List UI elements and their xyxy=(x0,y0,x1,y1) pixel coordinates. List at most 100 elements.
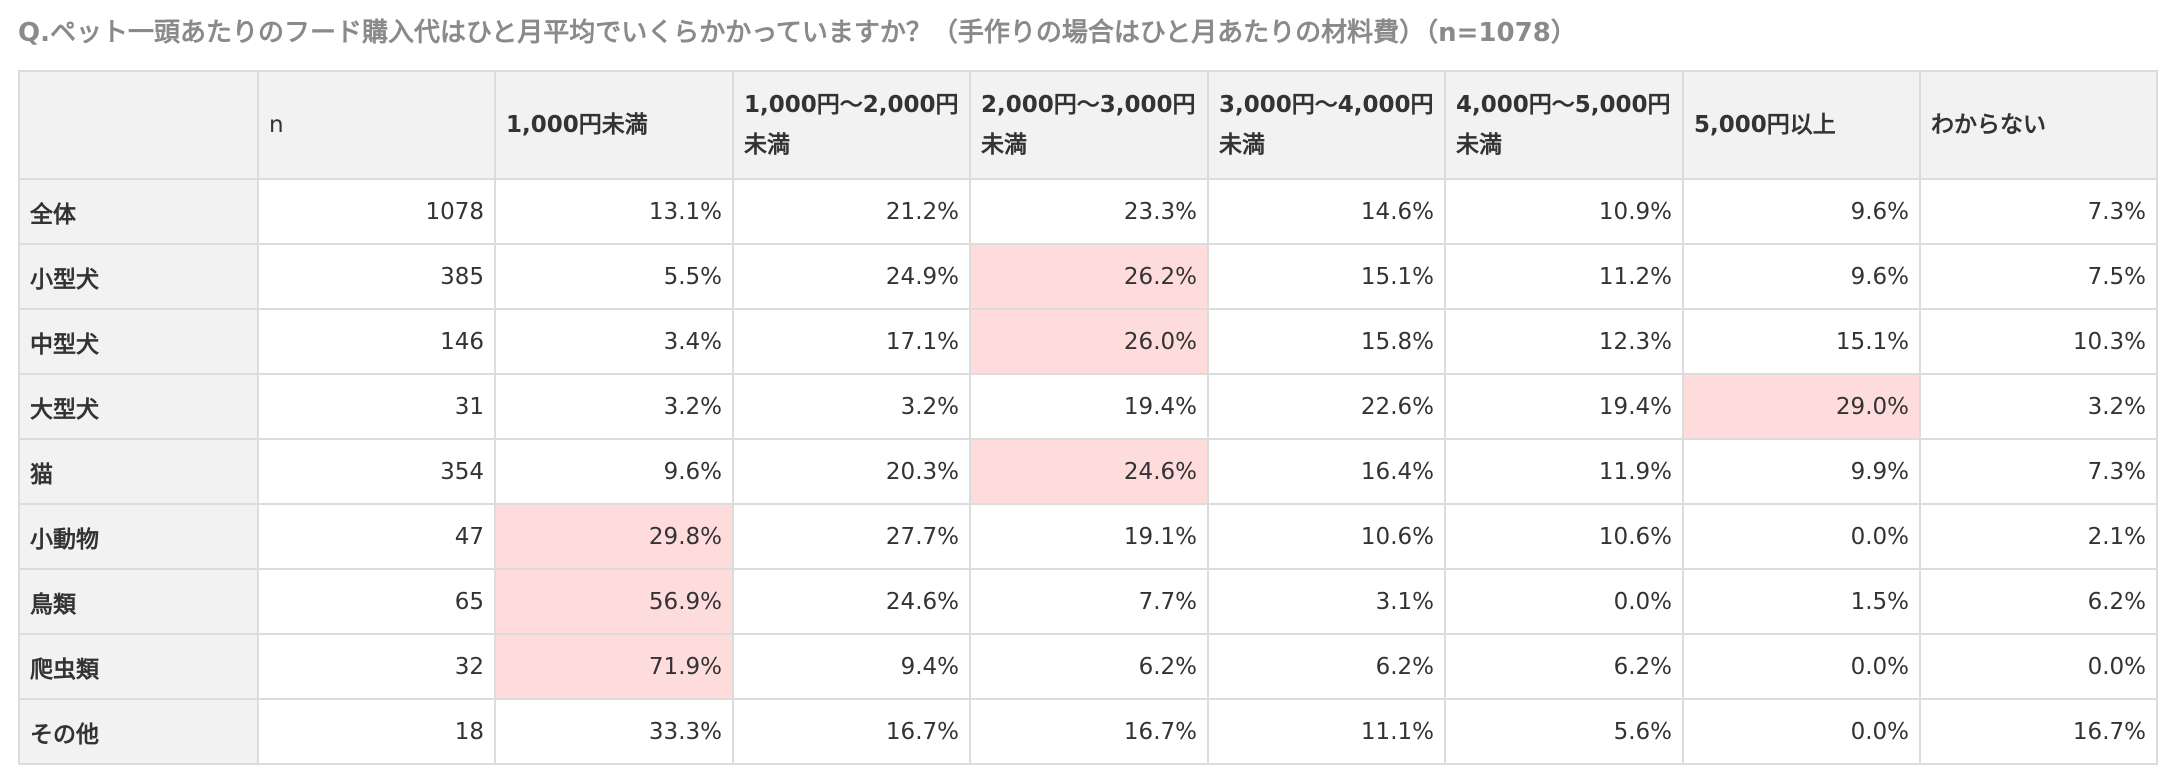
header-cell-corner xyxy=(18,70,259,180)
header-cell-bracket: 4,000円〜5,000円 未満 xyxy=(1444,70,1684,180)
header-cell-bracket: 3,000円〜4,000円 未満 xyxy=(1207,70,1446,180)
value-cell: 3.4% xyxy=(494,308,734,375)
value-cell: 19.1% xyxy=(969,503,1209,570)
row-label: 鳥類 xyxy=(18,568,259,635)
value-cell: 9.6% xyxy=(494,438,734,505)
table-row: 小型犬 385 5.5% 24.9% 26.2% 15.1% 11.2% 9.6% 7.5% xyxy=(18,243,2158,310)
sample-size-cell: 1078 xyxy=(257,178,496,245)
header-label: 1,000円未満 xyxy=(506,112,648,138)
header-cell-bracket: 5,000円以上 xyxy=(1682,70,1921,180)
row-label: その他 xyxy=(18,698,259,765)
value-cell: 7.3% xyxy=(1919,178,2158,245)
value-cell: 21.2% xyxy=(732,178,971,245)
value-cell: 16.7% xyxy=(1919,698,2158,765)
value-cell: 19.4% xyxy=(1444,373,1684,440)
value-cell: 20.3% xyxy=(732,438,971,505)
highlighted-value-cell: 29.0% xyxy=(1682,373,1921,440)
row-label: 小型犬 xyxy=(18,243,259,310)
value-cell: 2.1% xyxy=(1919,503,2158,570)
value-cell: 3.1% xyxy=(1207,568,1446,635)
sample-size-cell: 385 xyxy=(257,243,496,310)
table-row: 爬虫類 32 71.9% 9.4% 6.2% 6.2% 6.2% 0.0% 0.0% xyxy=(18,633,2158,700)
value-cell: 19.4% xyxy=(969,373,1209,440)
sample-size-cell: 32 xyxy=(257,633,496,700)
table-row: 全体 1078 13.1% 21.2% 23.3% 14.6% 10.9% 9.6% 7.3% xyxy=(18,178,2158,245)
header-cell-bracket: 1,000円〜2,000円 未満 xyxy=(732,70,971,180)
value-cell: 9.9% xyxy=(1682,438,1921,505)
value-cell: 10.3% xyxy=(1919,308,2158,375)
header-label: わからない xyxy=(1931,112,2046,138)
value-cell: 6.2% xyxy=(1207,633,1446,700)
value-cell: 16.7% xyxy=(732,698,971,765)
sample-size-cell: 18 xyxy=(257,698,496,765)
value-cell: 10.9% xyxy=(1444,178,1684,245)
sample-size-cell: 47 xyxy=(257,503,496,570)
row-label: 猫 xyxy=(18,438,259,505)
header-cell-bracket: 1,000円未満 xyxy=(494,70,734,180)
value-cell: 0.0% xyxy=(1682,503,1921,570)
header-row: n 1,000円未満 1,000円〜2,000円 未満 2,000円〜3,000円 未満 3… xyxy=(18,70,2158,180)
value-cell: 6.2% xyxy=(1444,633,1684,700)
value-cell: 10.6% xyxy=(1207,503,1446,570)
table-row: 大型犬 31 3.2% 3.2% 19.4% 22.6% 19.4% 29.0% 3.2% xyxy=(18,373,2158,440)
header-label: 3,000円〜4,000円 xyxy=(1219,92,1434,118)
highlighted-value-cell: 26.2% xyxy=(969,243,1209,310)
value-cell: 11.9% xyxy=(1444,438,1684,505)
highlighted-value-cell: 24.6% xyxy=(969,438,1209,505)
sample-size-cell: 65 xyxy=(257,568,496,635)
value-cell: 16.7% xyxy=(969,698,1209,765)
header-cell-n: n xyxy=(257,70,496,180)
header-label: 2,000円〜3,000円 xyxy=(981,92,1196,118)
row-label: 大型犬 xyxy=(18,373,259,440)
row-label: 全体 xyxy=(18,178,259,245)
highlighted-value-cell: 29.8% xyxy=(494,503,734,570)
value-cell: 11.1% xyxy=(1207,698,1446,765)
value-cell: 5.5% xyxy=(494,243,734,310)
header-label-line2: 未満 xyxy=(1219,132,1265,158)
table-row: 猫 354 9.6% 20.3% 24.6% 16.4% 11.9% 9.9% 7.3% xyxy=(18,438,2158,505)
value-cell: 16.4% xyxy=(1207,438,1446,505)
header-label-line2: 未満 xyxy=(744,132,790,158)
value-cell: 11.2% xyxy=(1444,243,1684,310)
value-cell: 6.2% xyxy=(969,633,1209,700)
highlighted-value-cell: 71.9% xyxy=(494,633,734,700)
value-cell: 15.8% xyxy=(1207,308,1446,375)
value-cell: 15.1% xyxy=(1207,243,1446,310)
value-cell: 5.6% xyxy=(1444,698,1684,765)
value-cell: 10.6% xyxy=(1444,503,1684,570)
value-cell: 9.6% xyxy=(1682,178,1921,245)
value-cell: 3.2% xyxy=(1919,373,2158,440)
value-cell: 17.1% xyxy=(732,308,971,375)
value-cell: 0.0% xyxy=(1444,568,1684,635)
sample-size-cell: 354 xyxy=(257,438,496,505)
header-label-line2: 未満 xyxy=(1456,132,1502,158)
value-cell: 12.3% xyxy=(1444,308,1684,375)
table-header: n 1,000円未満 1,000円〜2,000円 未満 2,000円〜3,000円 未満 3… xyxy=(18,70,2158,180)
value-cell: 24.6% xyxy=(732,568,971,635)
value-cell: 7.5% xyxy=(1919,243,2158,310)
highlighted-value-cell: 56.9% xyxy=(494,568,734,635)
value-cell: 14.6% xyxy=(1207,178,1446,245)
value-cell: 33.3% xyxy=(494,698,734,765)
sample-size-label: （n=1078） xyxy=(1425,18,1577,48)
value-cell: 3.2% xyxy=(732,373,971,440)
header-label: 1,000円〜2,000円 xyxy=(744,92,959,118)
header-label: 5,000円以上 xyxy=(1694,112,1836,138)
header-label: 4,000円〜5,000円 xyxy=(1456,92,1671,118)
row-label: 小動物 xyxy=(18,503,259,570)
value-cell: 27.7% xyxy=(732,503,971,570)
value-cell: 1.5% xyxy=(1682,568,1921,635)
header-label-line2: 未満 xyxy=(981,132,1027,158)
sample-size-cell: 146 xyxy=(257,308,496,375)
value-cell: 15.1% xyxy=(1682,308,1921,375)
table-row: 中型犬 146 3.4% 17.1% 26.0% 15.8% 12.3% 15.1% 10.3% xyxy=(18,308,2158,375)
value-cell: 6.2% xyxy=(1919,568,2158,635)
value-cell: 13.1% xyxy=(494,178,734,245)
survey-question: Q.ペット一頭あたりのフード購入代はひと月平均でいくらかかっていますか？（手作り… xyxy=(18,12,1577,49)
value-cell: 9.4% xyxy=(732,633,971,700)
table-row: その他 18 33.3% 16.7% 16.7% 11.1% 5.6% 0.0% 16.7% xyxy=(18,698,2158,765)
header-label: n xyxy=(269,112,284,138)
question-text: Q.ペット一頭あたりのフード購入代はひと月平均でいくらかかっていますか？（手作り… xyxy=(18,18,1426,48)
value-cell: 3.2% xyxy=(494,373,734,440)
table-row: 鳥類 65 56.9% 24.6% 7.7% 3.1% 0.0% 1.5% 6.2% xyxy=(18,568,2158,635)
